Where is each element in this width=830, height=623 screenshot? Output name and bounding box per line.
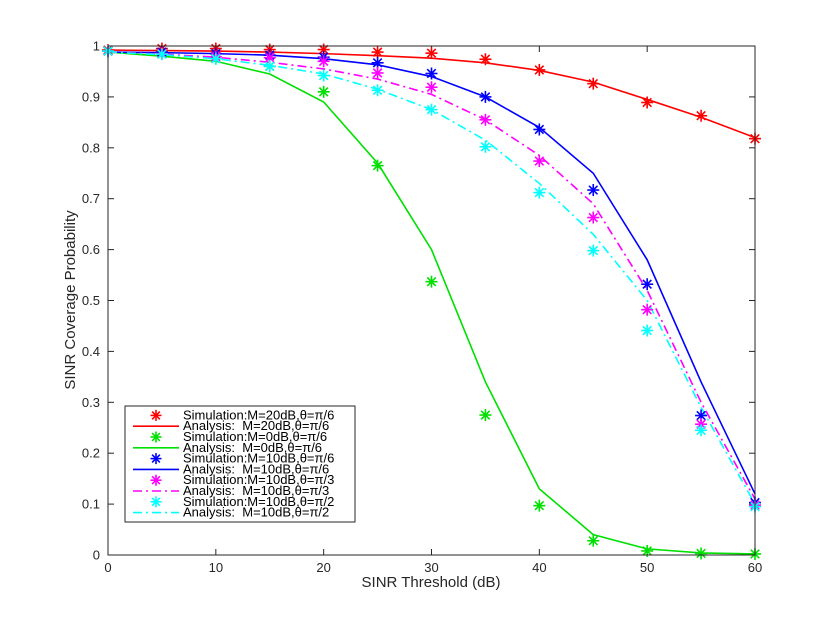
data-point: [479, 113, 492, 126]
legend-item: Analysis: M=10dB,θ=π/3: [133, 483, 329, 498]
data-point: [641, 278, 654, 291]
series-line: [107, 51, 756, 500]
x-tick-label: 30: [424, 560, 438, 575]
data-point: [587, 184, 600, 197]
legend-marker: [150, 474, 162, 486]
data-point: [209, 52, 222, 65]
legend-label: Simulation:M=0dB,θ=π/6: [183, 429, 327, 444]
legend-item: Analysis: M=10dB,θ=π/2: [133, 505, 329, 520]
data-point: [479, 140, 492, 153]
legend-item: Analysis: M=20dB,θ=π/6: [133, 418, 329, 433]
data-point: [371, 159, 384, 172]
y-tick-label: 0.1: [82, 497, 100, 512]
legend-item: Simulation:M=10dB,θ=π/6: [150, 451, 334, 466]
x-tick-label: 0: [104, 560, 111, 575]
x-axis-label: SINR Threshold (dB): [362, 574, 501, 591]
y-tick-label: 1: [93, 39, 100, 54]
legend-label: Simulation:M=10dB,θ=π/2: [183, 494, 334, 509]
legend-label: Simulation:M=20dB,θ=π/6: [183, 407, 334, 422]
legend-item: Simulation:M=10dB,θ=π/3: [150, 472, 334, 487]
y-tick-label: 0.2: [82, 446, 100, 461]
data-point: [371, 46, 384, 59]
x-tick-label: 20: [316, 560, 330, 575]
data-point: [533, 499, 546, 512]
legend-label: Simulation:M=10dB,θ=π/3: [183, 472, 334, 487]
data-point: [371, 84, 384, 97]
y-tick-label: 0: [93, 548, 100, 563]
data-point: [371, 56, 384, 69]
data-point: [587, 77, 600, 90]
data-point: [587, 534, 600, 547]
x-tick-label: 60: [748, 560, 762, 575]
legend-label: Analysis: M=10dB,θ=π/2: [183, 505, 329, 520]
data-point: [479, 90, 492, 103]
data-point: [155, 48, 168, 61]
data-point: [317, 69, 330, 82]
data-point: [587, 211, 600, 224]
legend-item: Simulation:M=10dB,θ=π/2: [150, 494, 334, 509]
legend-label: Analysis: M=20dB,θ=π/6: [183, 418, 329, 433]
data-point: [317, 85, 330, 98]
data-point: [641, 303, 654, 316]
data-point: [695, 409, 708, 422]
legend-label: Analysis: M=10dB,θ=π/3: [183, 483, 329, 498]
x-tick-label: 50: [640, 560, 654, 575]
data-point: [533, 155, 546, 168]
legend-marker: [150, 431, 162, 443]
legend-marker: [150, 453, 162, 465]
data-point: [695, 109, 708, 122]
data-point: [479, 409, 492, 422]
legend-box: [124, 405, 356, 523]
legend-label: Simulation:M=10dB,θ=π/6: [183, 451, 334, 466]
data-point: [641, 324, 654, 337]
y-tick-labels: 0 0.1 0.2 0.3 0.4 0.5 0.6 0.7 0.8 0.9 1: [82, 39, 100, 563]
plot-frame: [107, 45, 756, 556]
y-tick-label: 0.5: [82, 293, 100, 308]
y-tick-label: 0.9: [82, 89, 100, 104]
y-tick-label: 0.8: [82, 140, 100, 155]
data-point: [479, 53, 492, 66]
data-point: [371, 66, 384, 79]
x-tick-label: 10: [209, 560, 223, 575]
legend-marker: [150, 409, 162, 421]
data-point: [695, 424, 708, 437]
data-point: [641, 96, 654, 109]
y-axis-label: SINR Coverage Probability: [62, 210, 79, 390]
data-point: [533, 63, 546, 76]
legend-item: Analysis: M=0dB,θ=π/6: [133, 440, 322, 455]
data-point: [533, 186, 546, 199]
legend-item: Analysis: M=10dB,θ=π/6: [133, 461, 329, 476]
x-tick-label: 40: [532, 560, 546, 575]
data-point: [425, 47, 438, 60]
legend-item: Simulation:M=0dB,θ=π/6: [150, 429, 327, 444]
data-point: [263, 60, 276, 73]
data-point: [587, 244, 600, 257]
data-point: [425, 67, 438, 80]
legend-item: Simulation:M=20dB,θ=π/6: [150, 407, 334, 422]
data-point: [425, 81, 438, 94]
data-point: [317, 55, 330, 68]
legend-label: Analysis: M=0dB,θ=π/6: [183, 440, 322, 455]
y-tick-label: 0.6: [82, 242, 100, 257]
data-point: [425, 275, 438, 288]
data-point: [695, 547, 708, 560]
legend-label: Analysis: M=10dB,θ=π/6: [183, 461, 329, 476]
y-tick-label: 0.7: [82, 191, 100, 206]
legend-marker: [150, 496, 162, 508]
data-point: [425, 103, 438, 116]
x-tick-labels: 0 10 20 30 40 50 60: [104, 560, 762, 575]
y-tick-label: 0.3: [82, 395, 100, 410]
data-point: [533, 123, 546, 136]
y-tick-label: 0.4: [82, 344, 100, 359]
